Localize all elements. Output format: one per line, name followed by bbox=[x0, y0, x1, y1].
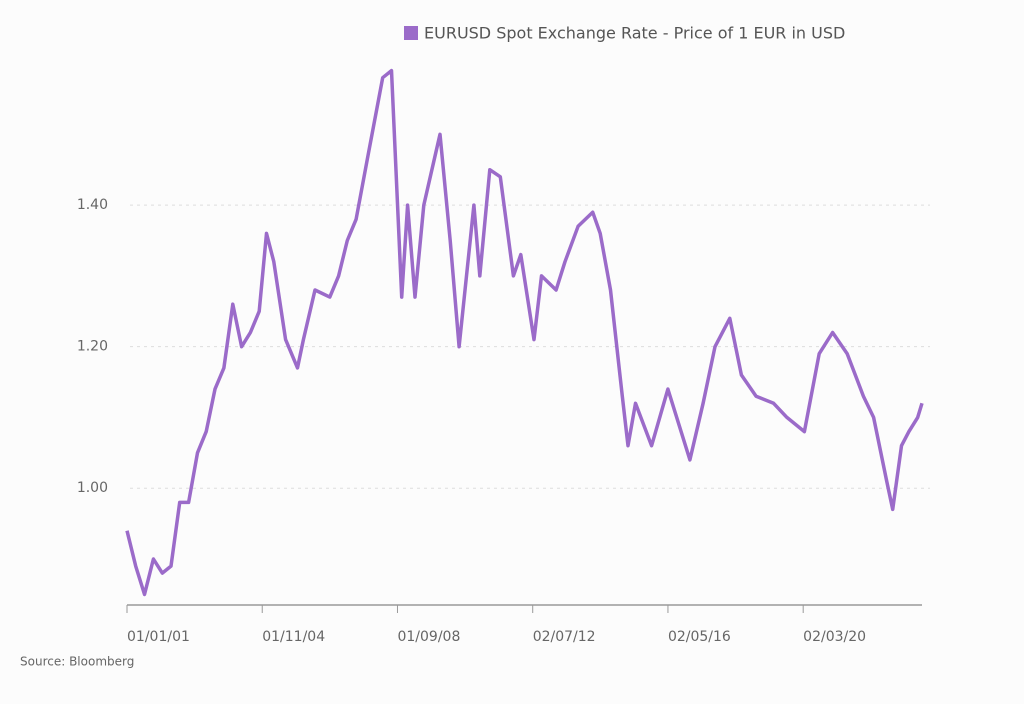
y-tick-label: 1.20 bbox=[77, 339, 108, 355]
y-tick-label: 1.40 bbox=[77, 197, 108, 213]
x-tick-label: 01/11/04 bbox=[262, 629, 325, 645]
legend-swatch bbox=[404, 26, 418, 40]
source-note: Source: Bloomberg bbox=[20, 655, 134, 669]
x-tick-label: 01/09/08 bbox=[397, 629, 460, 645]
y-tick-label: 1.00 bbox=[77, 480, 108, 496]
x-tick-label: 02/05/16 bbox=[668, 629, 731, 645]
x-tick-label: 02/07/12 bbox=[533, 629, 596, 645]
legend-label: EURUSD Spot Exchange Rate - Price of 1 E… bbox=[424, 24, 845, 43]
x-tick-label: 02/03/20 bbox=[803, 629, 866, 645]
x-tick-label: 01/01/01 bbox=[127, 629, 190, 645]
data-line bbox=[125, 68, 924, 597]
